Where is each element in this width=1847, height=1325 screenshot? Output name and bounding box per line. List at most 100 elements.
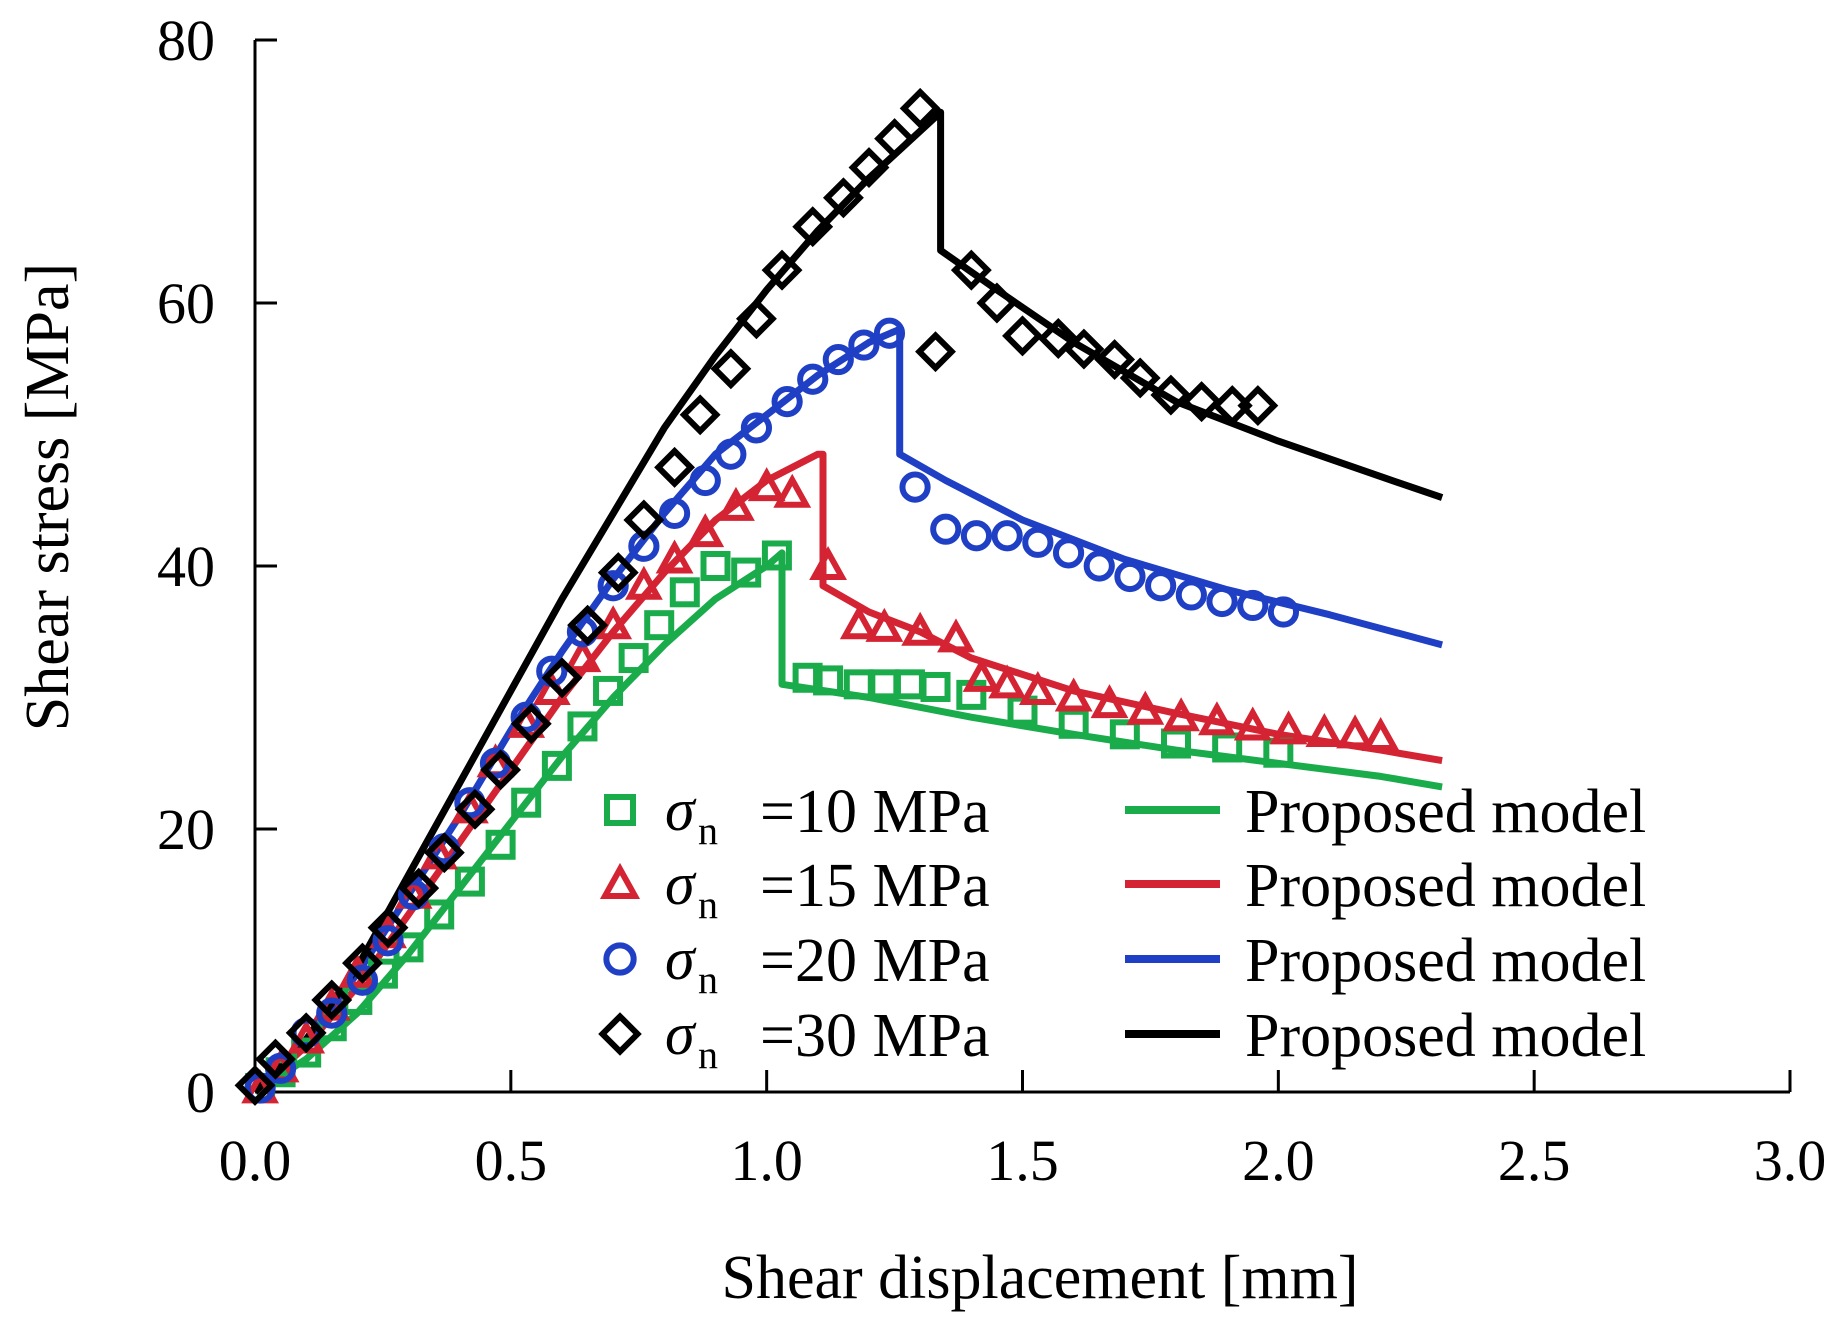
legend-subscript: n (698, 1032, 718, 1077)
model-line-2 (252, 450, 1443, 1095)
data-point (567, 711, 598, 742)
data-point (960, 520, 993, 552)
data-point (822, 343, 854, 376)
data-point (1161, 728, 1191, 759)
data-point (342, 942, 383, 984)
data-point (710, 348, 752, 390)
data-point (1090, 684, 1129, 719)
data-point (1237, 385, 1279, 427)
legend-subscript: n (698, 808, 718, 853)
data-point (771, 386, 803, 418)
data-point (1361, 716, 1400, 751)
data-point (1083, 550, 1115, 582)
data-point (1063, 328, 1105, 370)
legend-model-entry-3: Proposed model (1125, 927, 1646, 995)
data-point (735, 298, 777, 340)
data-point (797, 363, 829, 395)
data-point (423, 832, 465, 874)
data-markers (234, 87, 1400, 1106)
data-point (899, 471, 931, 503)
data-point (398, 867, 440, 909)
data-point (874, 118, 916, 160)
data-point (1052, 537, 1085, 569)
data-point (367, 907, 409, 949)
x-tick-label: 0.0 (219, 1128, 292, 1193)
data-point (593, 675, 624, 706)
data-point (255, 1038, 296, 1080)
data-point (899, 87, 941, 129)
data-point (346, 964, 379, 996)
legend-sigma: σ (665, 926, 697, 992)
data-point (822, 177, 864, 219)
data-point (1237, 589, 1269, 622)
legend-marker (603, 942, 637, 976)
data-point (839, 605, 878, 640)
legend-sigma: σ (665, 777, 697, 843)
data-point (1094, 339, 1136, 380)
data-point (869, 669, 900, 700)
data-point (792, 662, 823, 693)
legend-sigma: σ (665, 1001, 697, 1067)
data-point (1181, 381, 1223, 423)
data-point (920, 671, 951, 702)
data-point (865, 607, 904, 642)
data-point (597, 552, 639, 594)
data-point (761, 249, 803, 291)
data-point (1002, 315, 1043, 357)
data-point (1233, 706, 1272, 741)
data-point (485, 829, 516, 860)
data-point (950, 249, 992, 291)
legend-model-label: Proposed model (1245, 1002, 1646, 1070)
data-point (809, 546, 847, 581)
y-tick-label: 0 (186, 1060, 215, 1125)
data-point (1037, 318, 1079, 359)
x-tick-label: 2.0 (1242, 1128, 1315, 1193)
data-point (1336, 714, 1374, 749)
y-tick-label: 60 (157, 271, 215, 336)
x-tick-label: 3.0 (1754, 1128, 1827, 1193)
legend-entry-4: σ n =30 MPa (598, 1001, 990, 1077)
legend-label: =15 MPa (760, 852, 990, 920)
y-axis-title: Shear stress [MPa] (14, 263, 82, 731)
y-tick-label: 20 (157, 797, 215, 862)
data-point (669, 577, 700, 608)
y-tick-label: 40 (157, 534, 215, 599)
data-point (1269, 710, 1308, 745)
data-point (424, 899, 455, 930)
legend-model-label: Proposed model (1245, 927, 1646, 995)
data-point (937, 618, 975, 653)
data-point (689, 464, 721, 497)
data-point (988, 664, 1027, 699)
data-point (991, 520, 1023, 552)
data-point (372, 925, 404, 957)
data-point (773, 473, 812, 508)
data-point (894, 669, 925, 700)
data-point (792, 206, 834, 248)
series-1 (245, 540, 1294, 1104)
data-point (1305, 713, 1344, 748)
legend-entry-2: σ n =15 MPa (599, 851, 990, 927)
legend-model-label: Proposed model (1245, 852, 1646, 920)
y-tick-label: 80 (157, 8, 215, 73)
legend-subscript: n (698, 882, 718, 927)
data-point (510, 703, 552, 745)
data-point (747, 467, 786, 502)
legend-label: =30 MPa (760, 1002, 990, 1070)
data-point (1206, 585, 1238, 618)
legend-sigma: σ (665, 851, 697, 917)
data-point (813, 665, 844, 696)
data-point (873, 317, 906, 349)
legend-label: =10 MPa (760, 778, 990, 846)
legend-model-entry-1: Proposed model (1125, 778, 1646, 846)
data-point (915, 331, 956, 373)
data-point (1145, 570, 1177, 602)
data-point (624, 565, 663, 600)
data-point (658, 497, 691, 530)
data-point (848, 147, 890, 188)
data-point (454, 788, 496, 830)
legend-marker (604, 794, 636, 826)
legend-model-label: Proposed model (1245, 778, 1646, 846)
legend-subscript: n (698, 957, 718, 1002)
data-point (1150, 374, 1192, 416)
